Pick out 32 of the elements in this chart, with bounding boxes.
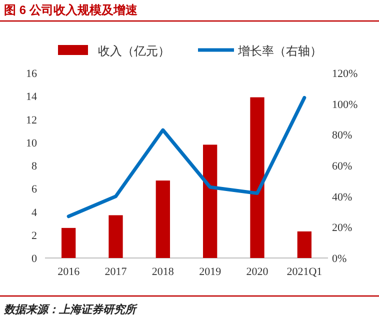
bar [62, 228, 76, 258]
y-tick-label: 16 [26, 68, 38, 80]
bar [250, 97, 264, 258]
y2-tick-label: 20% [332, 222, 352, 234]
x-tick-label: 2016 [58, 266, 80, 278]
y2-tick-label: 120% [332, 68, 358, 80]
y-tick-label: 0 [32, 253, 38, 265]
x-tick-label: 2018 [152, 266, 174, 278]
bar [108, 215, 123, 258]
y-tick-label: 8 [32, 160, 38, 172]
source-note: 数据来源：上海证券研究所 [3, 303, 138, 316]
x-tick-label: 2020 [246, 266, 269, 278]
y2-tick-label: 100% [332, 98, 358, 111]
x-tick-label: 2019 [199, 266, 222, 278]
x-tick-label: 2017 [104, 266, 128, 278]
y2-tick-label: 80% [332, 130, 352, 142]
y2-tick-label: 40% [332, 191, 352, 204]
legend-label: 收入（亿元） [98, 44, 170, 58]
y2-tick-label: 60% [332, 160, 352, 172]
y-tick-label: 12 [26, 114, 37, 126]
legend-label: 增长率（右轴） [237, 44, 322, 58]
y-tick-label: 4 [32, 206, 38, 219]
bar [297, 231, 312, 258]
y-tick-label: 10 [26, 137, 38, 150]
y2-tick-label: 0% [332, 253, 347, 265]
y-tick-label: 6 [32, 184, 38, 196]
y-tick-label: 2 [32, 230, 37, 242]
y-tick-label: 14 [26, 91, 38, 104]
bar [156, 180, 170, 258]
title: 图 6 公司收入规模及增速 [4, 3, 138, 17]
x-tick-label: 2021Q1 [286, 266, 322, 278]
bar [203, 144, 218, 258]
